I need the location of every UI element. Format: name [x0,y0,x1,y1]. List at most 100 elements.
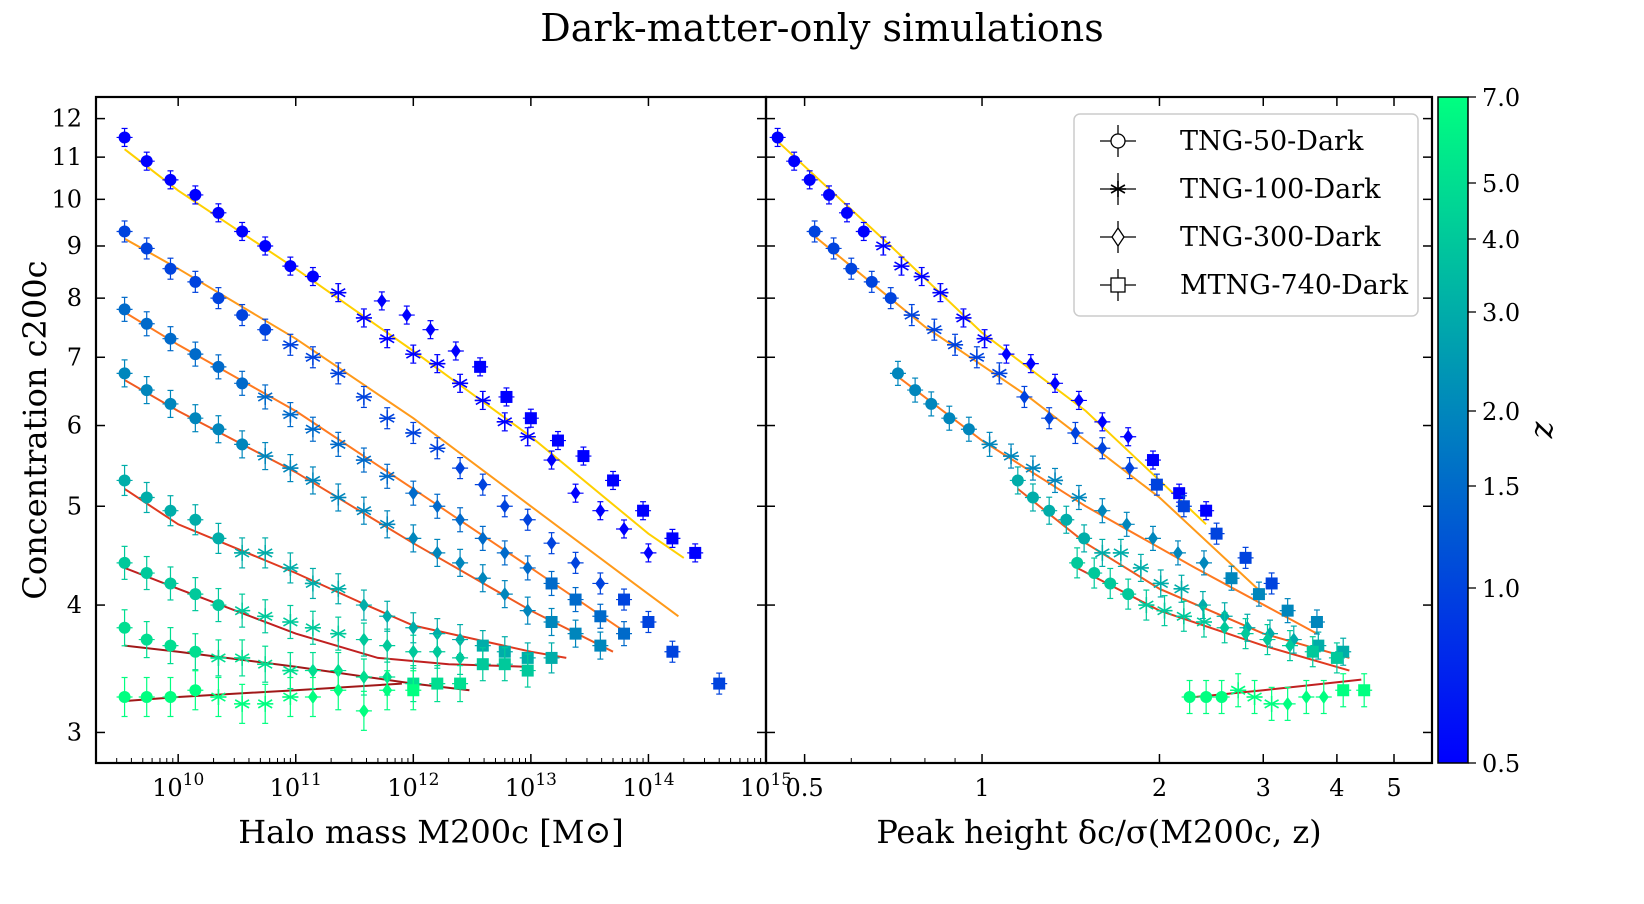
plot-frame [764,95,1434,765]
x-tick-label: 1012 [387,770,439,802]
data-marker [962,423,975,436]
data-point [472,357,489,377]
data-marker [189,275,202,288]
data-point [210,415,227,444]
data-marker [140,155,153,168]
data-marker [282,662,299,679]
x-tick-label: 1015 [740,770,792,802]
x-tick-label: 4 [1329,774,1344,802]
data-point [863,270,880,293]
data-point [429,538,446,568]
data-point [1223,565,1240,591]
data-marker [259,323,272,336]
data-marker [1088,567,1101,580]
colorbar-gradient [1437,96,1469,764]
data-marker [282,460,299,477]
data-point [1281,630,1298,662]
data-marker [282,336,299,353]
data-point [474,647,491,682]
y-tick-label: 7 [67,343,82,371]
data-marker [1195,613,1212,630]
x-tick-label: 2 [1152,774,1167,802]
data-point [1208,522,1225,545]
data-point [187,504,204,536]
data-marker [619,521,630,536]
data-marker [499,587,510,602]
data-marker [306,270,319,283]
data-point [1298,679,1315,715]
fit-line-z-1 [124,237,679,618]
data-point [282,256,299,276]
data-point [330,283,347,303]
data-marker [358,598,369,613]
data-marker [1337,684,1350,697]
data-point [138,481,155,514]
colorbar-tick-label: 7.0 [1482,84,1520,112]
data-point [592,603,609,629]
data-point [1195,606,1212,638]
data-marker [595,503,606,518]
data-marker [595,576,606,591]
data-point [1356,673,1373,708]
legend-label: TNG-100-Dark [1180,174,1381,205]
data-point [991,362,1008,385]
data-marker [212,599,225,612]
data-marker [932,284,949,301]
data-point [304,676,321,718]
data-marker [333,683,344,698]
colorbar-tick-label: 0.5 [1482,750,1520,778]
data-marker [499,545,510,560]
data-marker [1124,461,1135,476]
data-point [1070,484,1087,511]
data-marker [1246,689,1263,706]
series-z-3 [1009,466,1352,666]
data-marker [1047,472,1064,489]
data-marker [496,413,513,430]
data-point [138,555,155,591]
data-point [452,548,469,577]
data-point [567,483,584,503]
data-point [855,221,872,242]
data-point [968,346,985,369]
data-point [976,329,993,349]
data-point [955,308,972,328]
data-marker [355,452,372,469]
data-marker [926,321,943,338]
data-point [138,151,155,171]
data-marker [955,309,972,326]
data-point [116,676,133,718]
right-panel: 0.5 1 2 3 4 5 Peak height δc/σ(M200c, z) [764,95,1434,851]
data-marker [1198,555,1209,570]
data-marker [189,645,202,658]
data-point [1132,553,1149,583]
data-point [379,600,396,632]
data-marker [474,360,487,373]
data-marker [903,307,920,324]
data-marker [376,293,387,308]
data-point [947,333,964,356]
data-point [1171,483,1188,503]
data-point [882,287,899,310]
data-marker [642,615,655,628]
data-marker [379,330,396,347]
data-point [1259,623,1276,656]
data-marker [118,303,131,316]
data-point [825,237,842,260]
data-point [496,580,513,609]
x-tick-label: 1013 [505,770,557,802]
data-marker [382,638,393,653]
data-marker [358,670,369,685]
data-point [257,384,274,410]
data-point [116,545,133,580]
data-point [1148,473,1165,496]
data-point [330,670,347,711]
data-point [1118,511,1135,537]
data-marker [450,343,461,358]
legend-marker [1110,133,1126,149]
data-point [355,622,372,657]
data-point [1102,567,1119,600]
data-marker [1152,575,1169,592]
data-marker [545,615,558,628]
data-point [355,589,372,621]
data-point [522,408,539,428]
